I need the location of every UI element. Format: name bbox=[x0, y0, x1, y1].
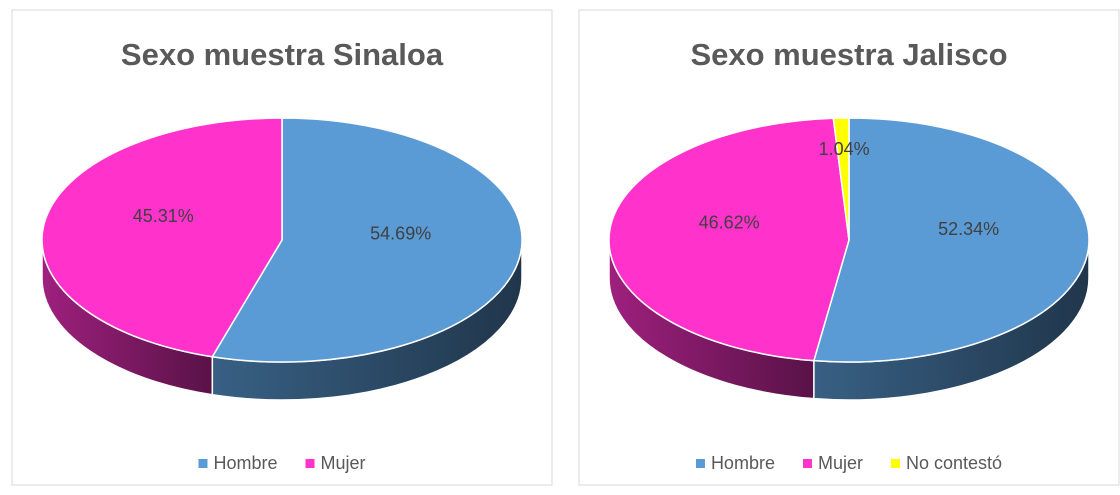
data-label: 54.69% bbox=[370, 224, 431, 244]
data-label: 46.62% bbox=[699, 212, 760, 232]
pie-slice bbox=[211, 117, 523, 363]
pie-slice bbox=[832, 117, 850, 241]
data-label: 1.04% bbox=[819, 139, 870, 159]
legend-swatch bbox=[695, 459, 705, 468]
legend-label: No contestó bbox=[906, 453, 1002, 473]
pie-slice bbox=[608, 117, 850, 362]
legend-label: Hombre bbox=[213, 453, 277, 473]
legend-swatch bbox=[802, 459, 812, 468]
legend-swatch bbox=[198, 459, 208, 468]
pie-slice bbox=[812, 117, 1090, 363]
legend-label: Mujer bbox=[818, 453, 863, 473]
legend-swatch bbox=[890, 459, 900, 468]
legend-label: Mujer bbox=[321, 453, 366, 473]
legend-label: Hombre bbox=[711, 453, 775, 473]
chart-title: Sexo muestra Jalisco bbox=[690, 37, 1007, 72]
data-label: 52.34% bbox=[938, 219, 999, 239]
legend-swatch bbox=[305, 459, 315, 468]
pie-slice bbox=[41, 117, 283, 358]
chart-title: Sexo muestra Sinaloa bbox=[121, 37, 444, 72]
data-label: 45.31% bbox=[133, 206, 194, 226]
